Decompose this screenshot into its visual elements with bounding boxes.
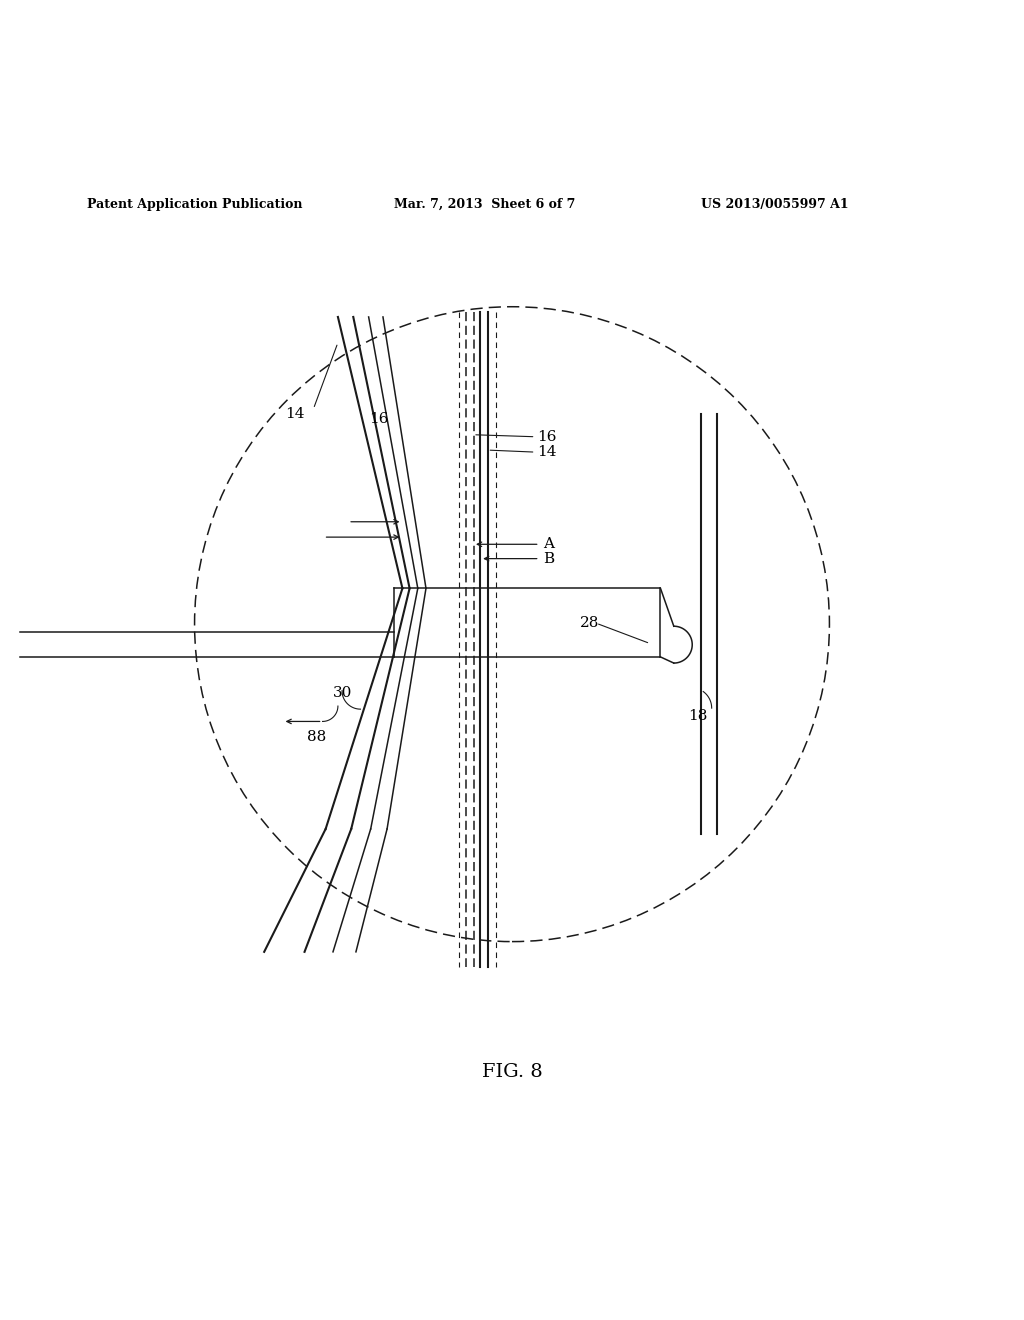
Text: A: A (543, 537, 554, 552)
Text: Mar. 7, 2013  Sheet 6 of 7: Mar. 7, 2013 Sheet 6 of 7 (394, 198, 575, 211)
Text: Patent Application Publication: Patent Application Publication (87, 198, 302, 211)
Text: 16: 16 (369, 412, 388, 426)
Text: B: B (543, 552, 554, 566)
Text: 28: 28 (580, 616, 599, 630)
Text: 14: 14 (285, 408, 304, 421)
Text: 16: 16 (538, 430, 557, 444)
Text: US 2013/0055997 A1: US 2013/0055997 A1 (701, 198, 849, 211)
Text: 88: 88 (307, 730, 327, 743)
Text: FIG. 8: FIG. 8 (481, 1063, 543, 1081)
Text: 30: 30 (333, 686, 352, 700)
Text: 14: 14 (538, 445, 557, 459)
Text: 18: 18 (688, 709, 708, 723)
